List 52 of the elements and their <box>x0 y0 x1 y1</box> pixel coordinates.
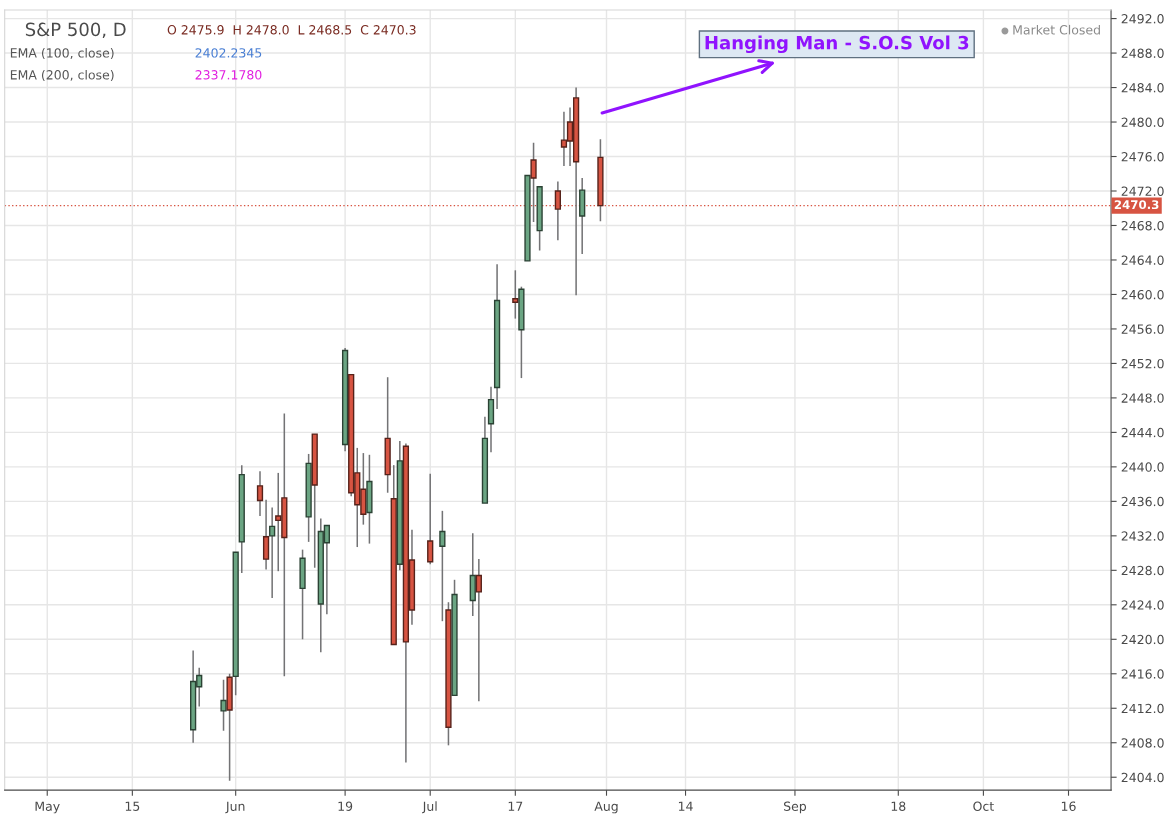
annotation: EMA (100, close) <box>10 47 114 60</box>
x-tick-label: Aug <box>594 801 618 814</box>
text: S&P 500, D <box>25 22 126 39</box>
y-tick-label: 2408.0 <box>1121 738 1164 748</box>
x-tick-label: Oct <box>973 801 994 811</box>
x-tick-label: May <box>35 801 60 814</box>
y-tick-label: 2444.0 <box>1121 427 1164 438</box>
x-tick-label: 14 <box>678 801 693 811</box>
y-tick-label: 2472.0 <box>1121 186 1164 196</box>
annotation: Market Closed <box>1013 24 1100 35</box>
candlestick <box>427 473 434 566</box>
y-tick-label: 2488.0 <box>1121 48 1164 58</box>
x-tick-label: 17 <box>508 801 523 811</box>
y-tick-label: 2436.0 <box>1121 496 1164 507</box>
x-tick-label: 16 <box>1061 801 1076 811</box>
annotation: 2402.2345 <box>195 48 262 58</box>
y-tick-label: 2460.0 <box>1121 289 1164 300</box>
candlestick <box>220 679 227 732</box>
y-tick-label: 2428.0 <box>1121 565 1164 576</box>
y-tick-label: 2448.0 <box>1121 393 1164 403</box>
candlestick <box>475 558 482 703</box>
candlestick <box>269 506 276 599</box>
y-tick-label: 2468.0 <box>1121 220 1164 231</box>
y-tick-label: 2480.0 <box>1121 117 1164 127</box>
candlestick <box>262 498 270 571</box>
y-tick-label: 2464.0 <box>1121 255 1164 265</box>
y-tick-label: 2492.0 <box>1121 14 1164 24</box>
text: O 2475.9 H 2478.0 L 2468.5 C 2470.3 <box>167 25 416 35</box>
x-tick-label: 18 <box>891 801 906 811</box>
x-tick-label: Jun <box>225 801 245 814</box>
y-tick-label: 2476.0 <box>1121 151 1164 162</box>
x-tick-label: Jul <box>422 801 437 814</box>
ref-line-label: 2470.3 <box>1114 200 1159 210</box>
candlestick <box>512 269 519 320</box>
candlestick <box>256 470 264 517</box>
y-tick-label: 2412.0 <box>1121 703 1164 714</box>
annotation: Hanging Man - S.O.S Vol 3 <box>705 35 969 54</box>
y-tick-label: 2484.0 <box>1121 83 1164 93</box>
annotation: 2337.1780 <box>195 70 262 80</box>
candlestick <box>439 510 446 622</box>
x-tick-label: 15 <box>125 801 140 811</box>
y-tick-label: 2416.0 <box>1121 669 1164 679</box>
y-tick-label: 2424.0 <box>1121 600 1164 610</box>
y-tick-label: 2432.0 <box>1121 531 1164 541</box>
y-tick-label: 2404.0 <box>1121 772 1164 783</box>
y-tick-label: 2420.0 <box>1121 634 1164 645</box>
y-tick-label: 2456.0 <box>1121 324 1164 334</box>
y-tick-label: 2452.0 <box>1121 358 1164 369</box>
annotation: EMA (200, close) <box>10 69 114 82</box>
y-tick-label: 2440.0 <box>1121 462 1164 472</box>
x-tick-label: 19 <box>338 801 353 811</box>
x-tick-label: Sep <box>783 801 807 814</box>
